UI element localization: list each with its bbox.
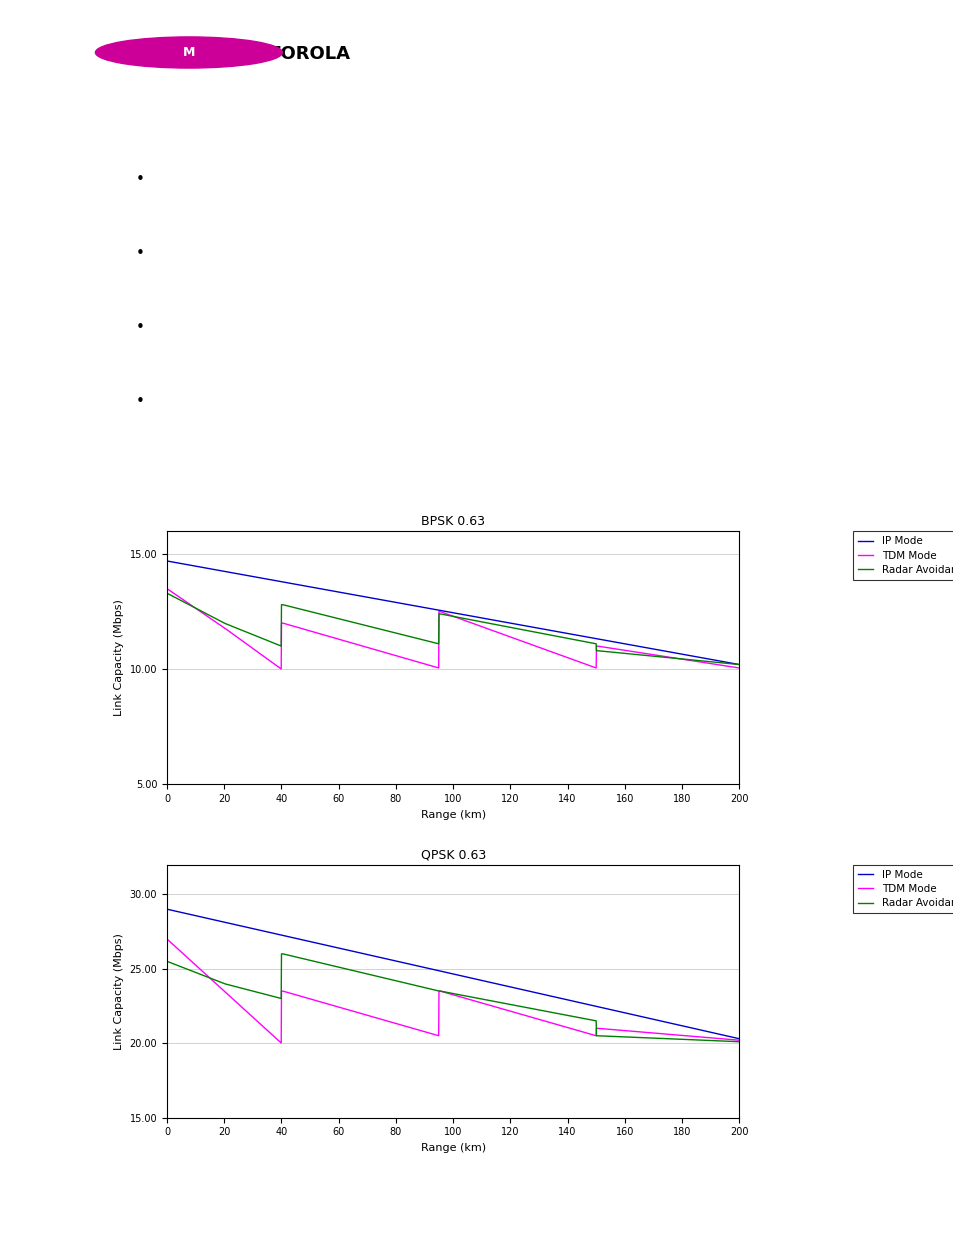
Text: •: • — [135, 320, 145, 335]
Y-axis label: Link Capacity (Mbps): Link Capacity (Mbps) — [114, 599, 124, 716]
Legend: IP Mode, TDM Mode, Radar Avoidance: IP Mode, TDM Mode, Radar Avoidance — [852, 531, 953, 580]
Text: M: M — [183, 46, 194, 59]
Legend: IP Mode, TDM Mode, Radar Avoidance: IP Mode, TDM Mode, Radar Avoidance — [852, 864, 953, 914]
Text: •: • — [135, 394, 145, 409]
Title: QPSK 0.63: QPSK 0.63 — [420, 848, 485, 862]
Text: •: • — [135, 246, 145, 261]
Circle shape — [95, 37, 282, 68]
Title: BPSK 0.63: BPSK 0.63 — [420, 515, 485, 529]
X-axis label: Range (km): Range (km) — [420, 1142, 485, 1153]
Text: MOTOROLA: MOTOROLA — [235, 44, 351, 63]
Y-axis label: Link Capacity (Mbps): Link Capacity (Mbps) — [113, 932, 124, 1050]
X-axis label: Range (km): Range (km) — [420, 809, 485, 820]
Text: •: • — [135, 172, 145, 186]
